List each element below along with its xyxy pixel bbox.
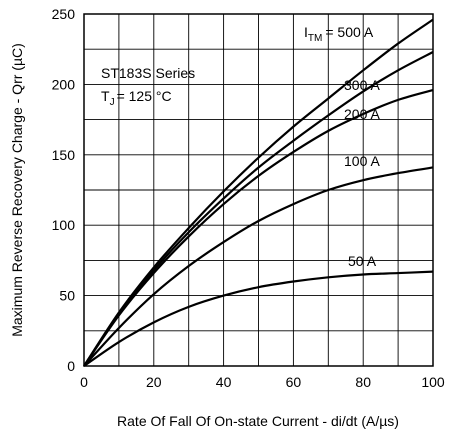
- y-tick-label: 150: [52, 147, 76, 163]
- curves: [83, 18, 434, 367]
- x-tick-label: 0: [80, 374, 88, 390]
- tick-labels: 0 20 40 60 80 100 0 50 100 150 200 250: [52, 6, 445, 390]
- y-tick-label: 250: [52, 6, 76, 22]
- x-tick-label: 60: [286, 374, 302, 390]
- x-tick-label: 20: [146, 374, 162, 390]
- x-axis-title: Rate Of Fall Of On-state Current - di/dt…: [117, 413, 399, 429]
- series-line-2: [83, 88, 434, 367]
- y-tick-label: 50: [59, 288, 75, 304]
- y-tick-label: 0: [67, 358, 75, 374]
- x-tick-label: 80: [355, 374, 371, 390]
- x-tick-label: 40: [216, 374, 232, 390]
- label-100a: 100 A: [344, 153, 380, 169]
- grid: [84, 14, 433, 366]
- series-annotation: ST183S Series: [101, 65, 195, 81]
- y-tick-label: 200: [52, 76, 76, 92]
- y-axis-title: Maximum Reverse Recovery Charge - Qrr (µ…: [9, 43, 25, 337]
- label-50a: 50 A: [348, 253, 377, 269]
- tj-annotation: TJ = 125 °C: [101, 88, 172, 108]
- series-line-4: [83, 270, 434, 367]
- series-line-3: [83, 166, 434, 367]
- label-300a: 300 A: [344, 77, 380, 93]
- y-tick-label: 100: [52, 217, 76, 233]
- label-200a: 200 A: [344, 106, 380, 122]
- label-500a: ITM = 500 A: [304, 24, 374, 44]
- series-line-1: [83, 51, 434, 367]
- x-tick-label: 100: [421, 374, 445, 390]
- series-line-0: [83, 18, 434, 367]
